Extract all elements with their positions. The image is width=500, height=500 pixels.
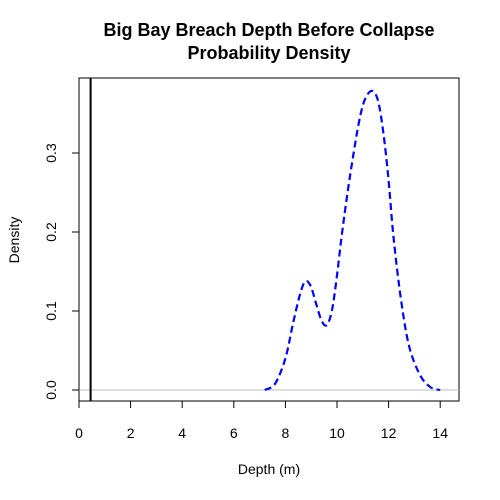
- density-line-0: [264, 89, 441, 392]
- x-tick-label: 6: [230, 425, 238, 441]
- y-tick-label: 0.1: [43, 301, 59, 321]
- chart-subtitle: Probability Density: [187, 43, 350, 63]
- y-axis-label: Density: [6, 217, 22, 264]
- x-tick-label: 8: [282, 425, 290, 441]
- x-tick-label: 10: [329, 425, 345, 441]
- x-tick-label: 4: [178, 425, 186, 441]
- x-tick-label: 12: [381, 425, 397, 441]
- y-tick-label: 0.2: [43, 222, 59, 242]
- chart-title: Big Bay Breach Depth Before Collapse: [103, 20, 434, 40]
- x-tick-label: 2: [127, 425, 135, 441]
- x-tick-label: 14: [432, 425, 448, 441]
- x-tick-label: 0: [75, 425, 83, 441]
- y-tick-label: 0.3: [43, 143, 59, 163]
- x-axis-label: Depth (m): [238, 461, 300, 477]
- y-tick-label: 0.0: [43, 380, 59, 400]
- plot-frame: [78, 77, 460, 402]
